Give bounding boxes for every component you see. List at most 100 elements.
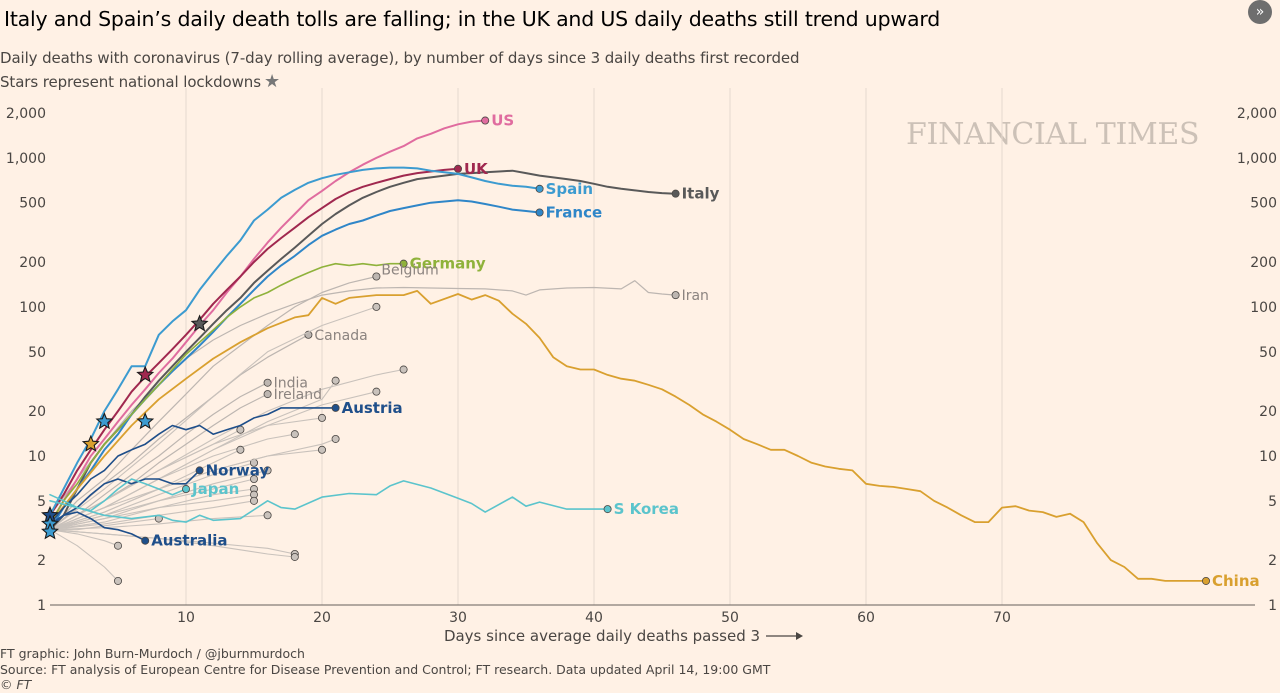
y-tick-label-left: 2,000	[6, 106, 46, 122]
series-australia-end-dot	[141, 536, 150, 545]
series-unlabelled-line	[49, 469, 269, 531]
lockdown-star	[41, 522, 59, 540]
label-australia: Australia	[151, 532, 227, 550]
label-italy: Italy	[682, 185, 720, 203]
series-unlabelled-end-dot	[399, 365, 408, 374]
x-tick-label: 10	[177, 610, 195, 626]
label-austria: Austria	[342, 399, 403, 417]
y-tick-label-right: 2,000	[1237, 106, 1277, 122]
series-unlabelled-line	[49, 529, 296, 558]
y-tick-label-left: 500	[19, 196, 46, 212]
x-tick-label: 30	[449, 610, 467, 626]
y-tick-label-right: 500	[1250, 196, 1277, 212]
label-us: US	[491, 112, 514, 130]
source-note: Source: FT analysis of European Centre f…	[0, 662, 771, 677]
series-unlabelled-end-dot	[290, 552, 299, 561]
series-s-korea-end-dot	[603, 505, 612, 514]
x-tick-label: 70	[993, 610, 1011, 626]
ft-watermark: FINANCIAL TIMES	[906, 117, 1200, 152]
series-norway-line	[49, 469, 201, 525]
series-unlabelled-line	[49, 449, 323, 531]
y-tick-label-left: 10	[28, 449, 46, 465]
label-belgium: Belgium	[381, 262, 438, 278]
label-iran: Iran	[682, 288, 709, 304]
series-belgium-end-dot	[372, 272, 381, 281]
series-germany-end-dot	[399, 259, 408, 268]
label-canada: Canada	[314, 328, 367, 344]
series-us-end-dot	[481, 116, 490, 125]
series-ireland-end-dot	[263, 390, 272, 399]
series-unlabelled-end-dot	[236, 445, 245, 454]
lockdown-star	[190, 314, 209, 332]
series-unlabelled-line	[49, 417, 323, 531]
label-japan: Japan	[191, 480, 239, 498]
series-india-end-dot	[263, 378, 272, 387]
series-france-end-dot	[535, 208, 544, 217]
series-unlabelled-end-dot	[236, 425, 245, 434]
lockdown-star	[136, 365, 155, 383]
x-tick-label: 40	[585, 610, 603, 626]
series-iran-end-dot	[671, 291, 680, 300]
series-unlabelled-end-dot	[114, 541, 123, 550]
series-unlabelled-end-dot	[249, 496, 258, 505]
series-unlabelled-end-dot	[331, 434, 340, 443]
series-china-end-dot	[1202, 576, 1211, 585]
lockdown-note: Stars represent national lockdowns ★	[0, 71, 280, 92]
series-uk-line	[49, 167, 459, 517]
series-norway-end-dot	[195, 466, 204, 475]
y-tick-label-right: 1,000	[1237, 151, 1277, 167]
chevron-double-right-icon[interactable]: »	[1248, 0, 1272, 24]
lockdown-note-text: Stars represent national lockdowns	[0, 73, 261, 91]
x-axis-title: Days since average daily deaths passed 3	[444, 627, 760, 645]
series-spain-line	[49, 166, 541, 517]
y-tick-label-right: 5	[1268, 494, 1277, 510]
series-unlabelled-line	[49, 529, 119, 582]
y-tick-label-right: 200	[1250, 255, 1277, 271]
series-unlabelled-line	[49, 306, 377, 531]
series-unlabelled-line	[49, 494, 255, 531]
y-tick-label-right: 1	[1268, 598, 1277, 614]
y-tick-label-right: 10	[1259, 449, 1277, 465]
series-s-korea-line	[49, 480, 609, 523]
label-france: France	[546, 203, 603, 221]
label-china: China	[1212, 572, 1260, 590]
series-austria-end-dot	[331, 403, 340, 412]
y-tick-label-right: 50	[1259, 345, 1277, 361]
series-china-line	[49, 289, 1207, 582]
series-japan-line	[49, 478, 187, 512]
series-unlabelled-end-dot	[249, 475, 258, 484]
x-tick-label: 20	[313, 610, 331, 626]
series-unlabelled-end-dot	[317, 413, 326, 422]
y-tick-label-left: 1	[37, 598, 46, 614]
series-unlabelled-end-dot	[263, 511, 272, 520]
series-unlabelled-end-dot	[331, 376, 340, 385]
label-spain: Spain	[546, 180, 593, 198]
series-unlabelled-line	[49, 529, 119, 547]
y-tick-label-left: 100	[19, 300, 46, 316]
y-tick-label-left: 50	[28, 345, 46, 361]
label-norway: Norway	[206, 461, 270, 479]
y-tick-label-right: 100	[1250, 300, 1277, 316]
label-s-korea: S Korea	[614, 500, 679, 518]
series-austria-line	[49, 407, 337, 525]
series-unlabelled-end-dot	[290, 430, 299, 439]
copyright: © FT	[0, 677, 32, 692]
series-uk-end-dot	[453, 164, 462, 173]
series-unlabelled-line	[49, 518, 160, 531]
x-axis-arrow-head	[796, 632, 803, 640]
label-india: India	[274, 376, 308, 392]
lockdown-star	[95, 412, 114, 430]
series-india-line	[49, 382, 269, 531]
series-belgium-line	[49, 275, 377, 531]
label-ireland: Ireland	[274, 387, 322, 403]
series-spain-end-dot	[535, 184, 544, 193]
series-japan-end-dot	[181, 485, 190, 494]
series-germany-line	[49, 262, 405, 525]
label-uk: UK	[464, 160, 489, 178]
chart-title: Italy and Spain’s daily death tolls are …	[4, 7, 941, 31]
y-tick-label-left: 2	[37, 553, 46, 569]
series-italy-end-dot	[671, 189, 680, 198]
series-us-line	[49, 119, 487, 525]
series-unlabelled-end-dot	[263, 466, 272, 475]
